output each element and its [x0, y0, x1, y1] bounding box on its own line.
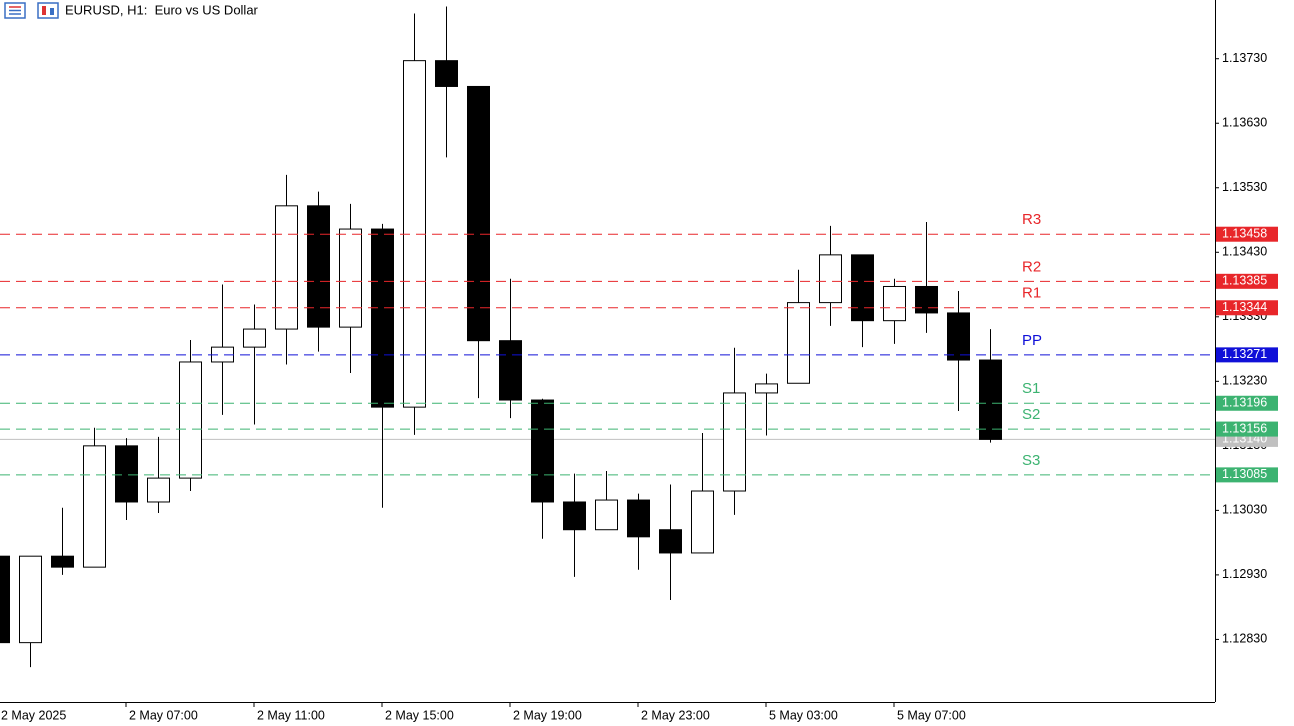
pivot-price-box [1216, 467, 1278, 483]
x-tick-label: 5 May 07:00 [897, 708, 966, 722]
pivot-name: PP [1022, 332, 1042, 349]
candle-body [243, 328, 266, 348]
candle-body [531, 399, 554, 503]
pivot-price-label: 1.13458 [1222, 227, 1267, 241]
candle-body [275, 205, 298, 330]
candle-body [371, 228, 394, 408]
pivot-price-box [1216, 421, 1278, 437]
candle-body [627, 499, 650, 538]
candle-body [339, 228, 362, 328]
candle-body [723, 392, 746, 492]
candle-body [51, 555, 74, 568]
candle-body [307, 205, 330, 328]
candle-body [851, 254, 874, 322]
candle-body [883, 285, 906, 322]
y-tick-label: 1.12830 [1222, 632, 1267, 646]
x-tick-label: 2 May 15:00 [385, 708, 454, 722]
candle-body [467, 85, 490, 342]
candle-body [819, 254, 842, 304]
candle-body [947, 312, 970, 361]
pivot-price-label: 1.13344 [1222, 300, 1267, 314]
candle-body [563, 501, 586, 531]
candle-body [147, 477, 170, 503]
candle-body [787, 302, 810, 384]
pivot-price-label: 1.13156 [1222, 421, 1267, 435]
pivot-price-label: 1.13271 [1222, 347, 1267, 361]
candle-body [499, 340, 522, 401]
candle-body [0, 555, 10, 644]
candle-body [979, 359, 1002, 440]
header-icons [4, 2, 59, 19]
x-tick-label: 2 May 11:00 [257, 708, 325, 722]
pivot-name: S1 [1022, 380, 1040, 397]
y-tick-label: 1.13730 [1222, 51, 1267, 65]
pivot-price-label: 1.13085 [1222, 467, 1267, 481]
x-tick-label: 2 May 07:00 [129, 708, 198, 722]
pivot-name: S3 [1022, 452, 1040, 469]
pivot-name: S2 [1022, 406, 1040, 423]
candle-body [435, 60, 458, 87]
candle-body [115, 445, 138, 503]
candle-body [83, 445, 106, 568]
y-tick-label: 1.13030 [1222, 503, 1267, 517]
candle-body [19, 555, 42, 644]
y-tick-label: 1.13530 [1222, 180, 1267, 194]
pivot-price-box [1216, 347, 1278, 363]
chart-icon [37, 2, 59, 19]
pivot-name: R2 [1022, 258, 1041, 275]
x-tick-label: 2 May 23:00 [641, 708, 710, 722]
candle-body [755, 383, 778, 394]
chart-title: EURUSD, H1: Euro vs US Dollar [65, 2, 259, 17]
y-tick-label: 1.13630 [1222, 116, 1267, 130]
y-tick-label: 1.13230 [1222, 374, 1267, 388]
icon-bar [50, 8, 54, 15]
candle-body [691, 490, 714, 554]
pivot-price-box [1216, 395, 1278, 411]
candle-body [915, 285, 938, 314]
x-tick-label: 5 May 03:00 [769, 708, 838, 722]
candle-body [595, 499, 618, 531]
pivot-price-label: 1.13196 [1222, 396, 1267, 410]
candle-body [179, 361, 202, 479]
x-tick-label: 2 May 2025 [1, 708, 66, 722]
y-tick-label: 1.12930 [1222, 567, 1267, 581]
pivot-price-box [1216, 300, 1278, 316]
pivot-price-box [1216, 273, 1278, 289]
icon-bar [42, 6, 46, 15]
pivot-price-box [1216, 226, 1278, 242]
candle-body [659, 529, 682, 554]
pivot-name: R1 [1022, 285, 1041, 302]
pivot-price-label: 1.13385 [1222, 274, 1267, 288]
pivot-name: R3 [1022, 211, 1041, 228]
x-tick-label: 2 May 19:00 [513, 708, 582, 722]
y-tick-label: 1.13430 [1222, 245, 1267, 259]
